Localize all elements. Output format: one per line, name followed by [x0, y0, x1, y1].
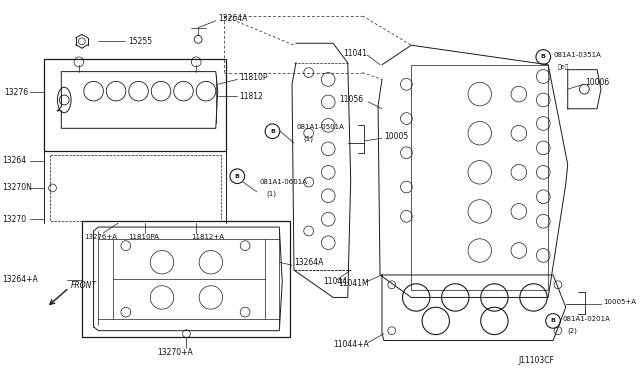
Text: 13264: 13264: [3, 156, 27, 165]
Text: 11044: 11044: [323, 277, 348, 286]
Text: 13270: 13270: [3, 215, 27, 224]
Text: 10005: 10005: [384, 132, 408, 141]
Text: FRONT: FRONT: [71, 281, 97, 290]
Text: 11041M: 11041M: [338, 279, 369, 288]
Text: (2): (2): [568, 327, 578, 334]
Text: 11812: 11812: [239, 92, 263, 100]
Text: 11041: 11041: [343, 48, 367, 58]
Text: 13276+A: 13276+A: [84, 234, 116, 240]
Text: B: B: [550, 318, 556, 323]
Text: J11103CF: J11103CF: [519, 356, 555, 365]
Text: 15255: 15255: [128, 37, 152, 46]
Text: B: B: [541, 54, 546, 60]
Bar: [44, 59, 225, 151]
Text: 13270N: 13270N: [3, 183, 33, 192]
Text: 13264+A: 13264+A: [3, 275, 38, 284]
Text: 11810PA: 11810PA: [128, 234, 159, 240]
Text: 10006: 10006: [586, 78, 609, 87]
Text: (1): (1): [267, 190, 276, 197]
Text: 081A1-0351A: 081A1-0351A: [553, 52, 601, 58]
Text: 13264A: 13264A: [218, 15, 247, 23]
Text: 11044+A: 11044+A: [333, 340, 369, 349]
Text: 〈E〉: 〈E〉: [558, 64, 570, 70]
Text: 10005+A: 10005+A: [603, 299, 636, 305]
Bar: [82, 221, 290, 337]
Text: 13264A: 13264A: [294, 258, 323, 267]
Text: 081A1-0201A: 081A1-0201A: [563, 316, 611, 322]
Text: (1): (1): [304, 136, 314, 142]
Text: 11812+A: 11812+A: [191, 234, 225, 240]
Text: 11810P: 11810P: [239, 73, 268, 82]
Text: 081A1-0501A: 081A1-0501A: [297, 124, 345, 130]
Text: 13276: 13276: [4, 88, 29, 97]
Text: 13270+A: 13270+A: [157, 348, 193, 357]
Text: 081A1-0601A: 081A1-0601A: [260, 179, 308, 185]
Text: B: B: [270, 129, 275, 134]
Text: 11056: 11056: [339, 96, 363, 105]
Text: B: B: [235, 174, 240, 179]
